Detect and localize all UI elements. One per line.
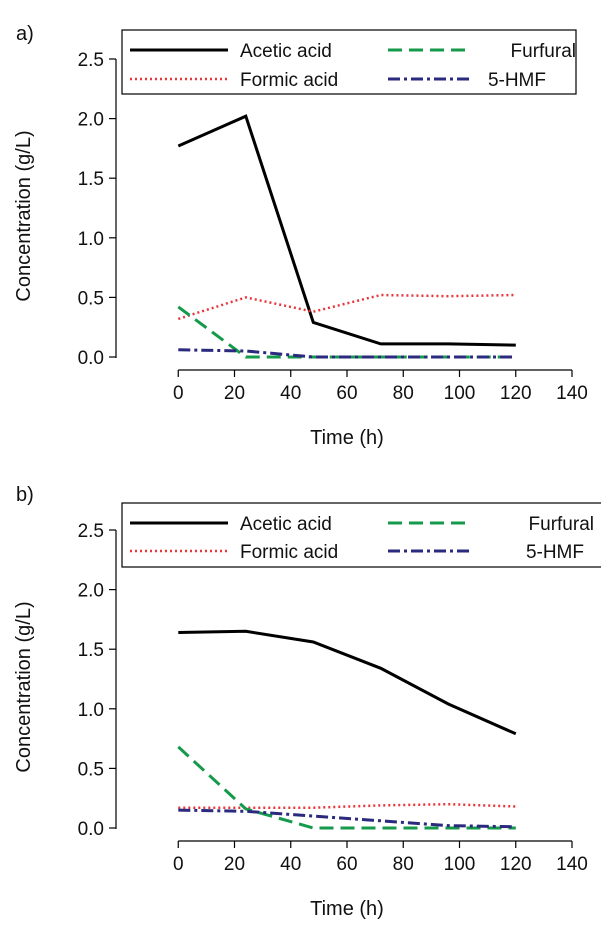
x-tick-label: 80	[393, 854, 414, 875]
series-line-5-hmf	[178, 808, 516, 829]
legend-label-formic-acid: Formic acid	[240, 542, 338, 563]
x-axis-title: Time (h)	[310, 427, 384, 449]
legend-label-furfural: Furfural	[529, 514, 594, 535]
x-tick-label: 20	[224, 383, 245, 404]
x-tick-label: 120	[500, 854, 532, 875]
y-tick-label: 1.5	[78, 640, 104, 661]
panel-label: a)	[16, 23, 34, 45]
x-tick-label: 40	[280, 383, 301, 404]
y-tick-label: 2.0	[78, 581, 104, 602]
y-tick-label: 0.5	[78, 759, 104, 780]
legend-box	[121, 502, 601, 568]
legend: Acetic acid Furfural Formic acid 5-HMF	[121, 29, 577, 95]
x-tick-label: 60	[336, 854, 357, 875]
series-line-5-hmf	[178, 348, 516, 359]
y-tick-label: 0.0	[78, 819, 104, 840]
y-tick-label: 1.0	[78, 700, 104, 721]
legend-label-acetic-acid: Acetic acid	[240, 514, 332, 535]
series-line-acetic-acid	[177, 114, 516, 347]
x-tick-label: 140	[556, 383, 588, 404]
y-axis-title: Concentration (g/L)	[13, 130, 35, 301]
x-tick-label: 80	[393, 383, 414, 404]
y-tick-label: 2.5	[78, 50, 104, 71]
chart-panel-a: a) 0.0 0.5 1.0 1.5 2.0 2.5 0 20 40 60 80 100 120 140 Ti…	[13, 23, 588, 449]
y-tick-label: 1.5	[78, 169, 104, 190]
y-tick-label: 2.0	[78, 110, 104, 131]
x-axis-title: Time (h)	[310, 898, 384, 920]
x-tick-label: 40	[280, 854, 301, 875]
y-tick-label: 1.0	[78, 229, 104, 250]
series-line-formic-acid	[178, 802, 516, 809]
x-tick-label: 20	[224, 854, 245, 875]
x-tick-label: 0	[173, 383, 184, 404]
x-tick-label: 100	[444, 854, 476, 875]
y-tick-label: 0.0	[78, 348, 104, 369]
y-tick-label: 2.5	[78, 521, 104, 542]
series-line-acetic-acid	[178, 629, 517, 736]
legend-label-formic-acid: Formic acid	[240, 70, 338, 91]
series-line-formic-acid	[177, 293, 516, 321]
legend-label-furfural: Furfural	[511, 41, 576, 62]
legend-box	[121, 29, 577, 95]
legend-label-acetic-acid: Acetic acid	[240, 41, 332, 62]
panel-label: b)	[16, 484, 34, 506]
legend: Acetic acid Furfural Formic acid 5-HMF	[121, 502, 601, 568]
legend-label-5-hmf: 5-HMF	[526, 542, 584, 563]
x-tick-label: 140	[556, 854, 588, 875]
series-line-furfural	[177, 745, 516, 830]
x-tick-label: 60	[336, 383, 357, 404]
y-axis-title: Concentration (g/L)	[13, 601, 35, 772]
x-tick-label: 100	[444, 383, 476, 404]
y-tick-label: 0.5	[78, 288, 104, 309]
x-tick-label: 0	[173, 854, 184, 875]
legend-label-5-hmf: 5-HMF	[488, 70, 546, 91]
chart-panel-b: b) 0.0 0.5 1.0 1.5 2.0 2.5 0 20 40 60 80 100 120 140 Ti…	[13, 484, 601, 920]
x-tick-label: 120	[500, 383, 532, 404]
